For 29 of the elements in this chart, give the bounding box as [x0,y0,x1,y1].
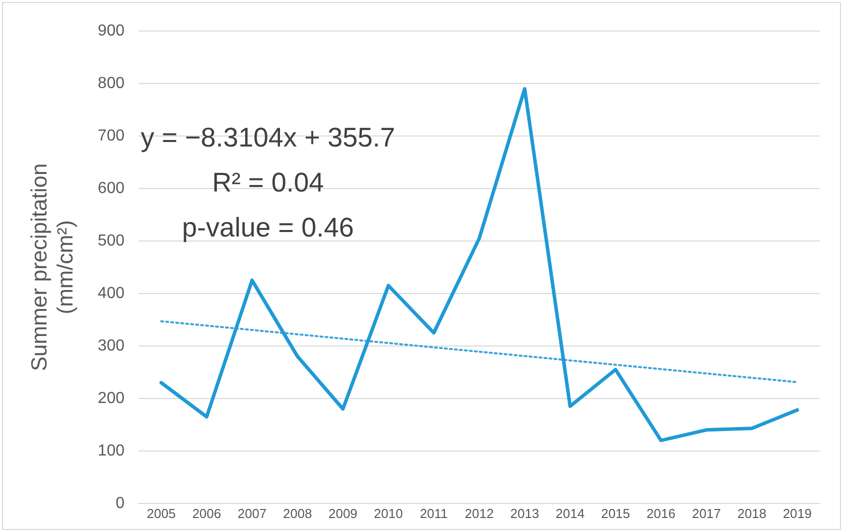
y-tick-label: 700 [98,127,125,144]
y-tick-label: 900 [98,22,125,40]
y-tick-label: 200 [98,390,125,407]
y-tick-label: 400 [98,284,125,302]
y-tick-label: 300 [98,337,125,354]
x-tick-label: 2017 [692,506,721,521]
y-tick-label: 100 [98,442,125,460]
y-tick-label: 800 [98,74,125,92]
x-tick-label: 2014 [556,506,585,521]
y-tick-label: 500 [98,232,125,250]
x-tick-label: 2007 [238,506,267,521]
x-tick-label: 2016 [646,506,676,521]
x-tick-label: 2012 [464,506,494,521]
x-tick-label: 2013 [510,506,540,521]
x-tick-label: 2006 [192,506,222,521]
x-tick-label: 2015 [601,506,630,521]
x-tick-label: 2011 [420,506,448,521]
x-tick-label: 2008 [283,506,312,521]
x-tick-label: 2019 [782,506,812,521]
annotation: p-value = 0.46 [182,212,354,242]
y-tick-label: 600 [98,180,125,197]
x-tick-label: 2018 [737,506,766,521]
annotation: y = −8.3104x + 355.7 [140,122,396,152]
y-axis-title: Summer precipitation (mm/cm²) [26,163,78,372]
x-tick-label: 2010 [374,506,403,521]
y-tick-label: 0 [116,494,125,512]
x-tick-label: 2005 [146,506,176,521]
annotation: R² = 0.04 [212,167,324,198]
x-tick-label: 2009 [328,506,358,521]
